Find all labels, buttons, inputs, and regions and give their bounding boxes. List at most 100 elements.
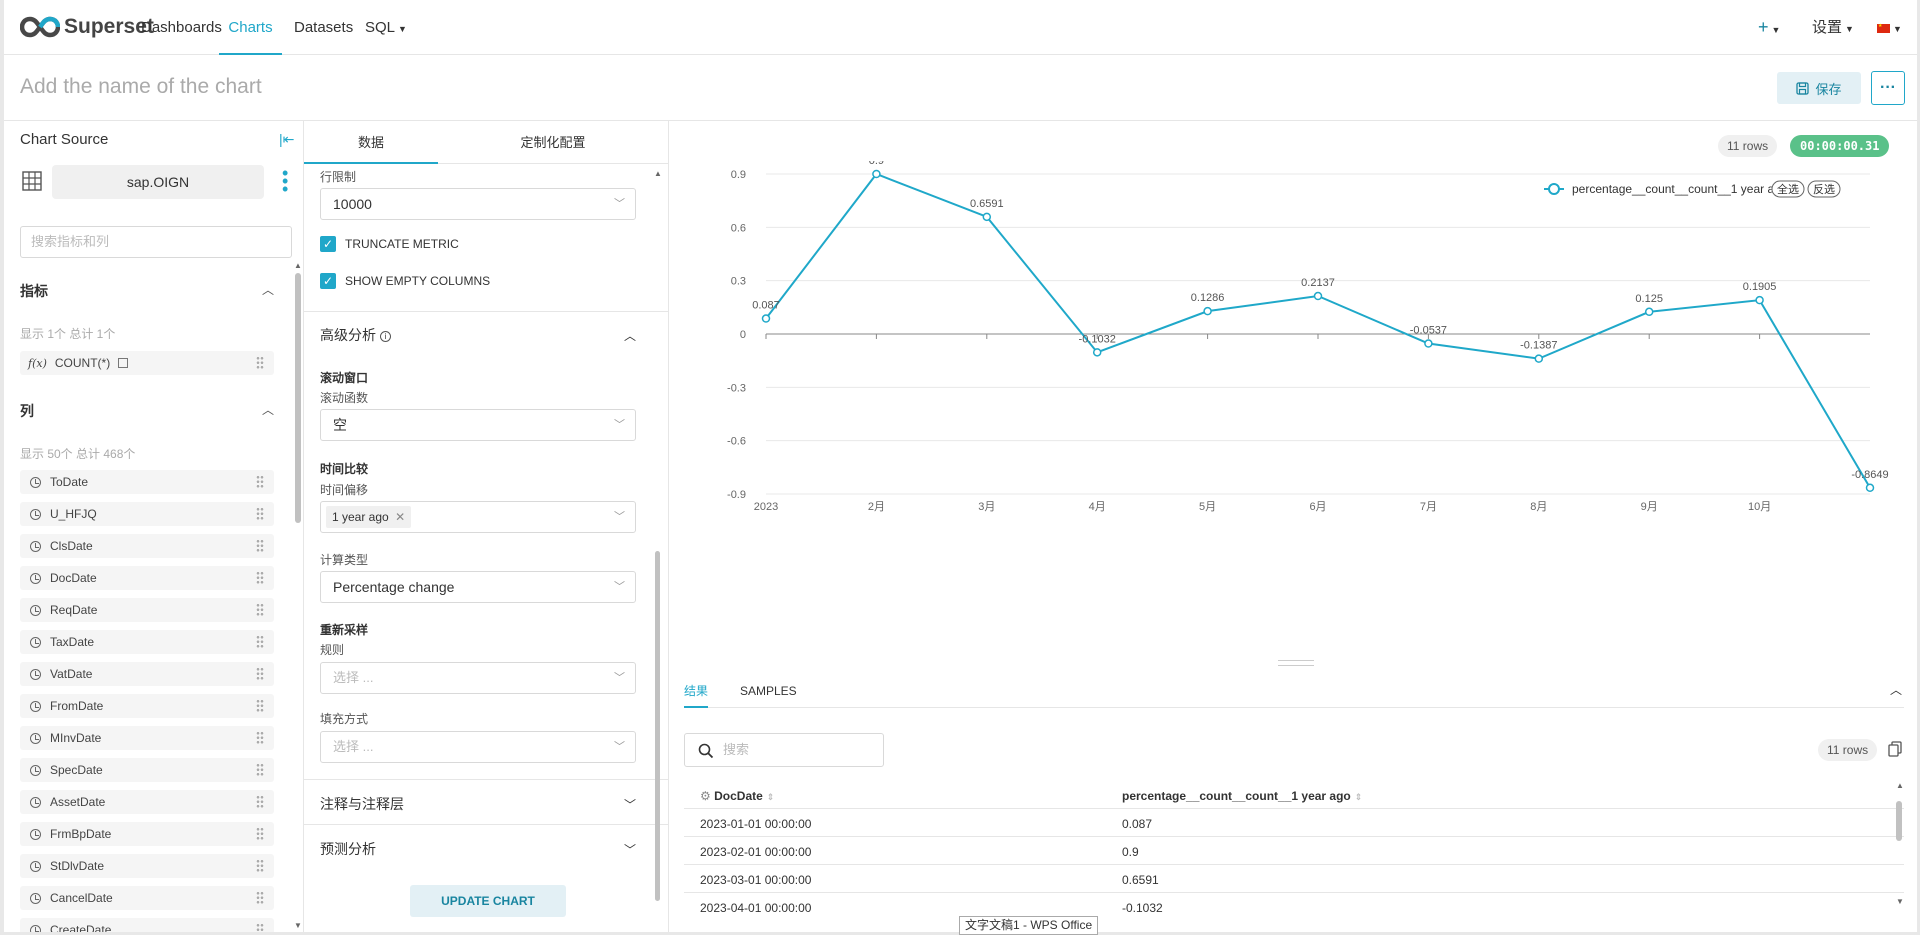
drag-handle-icon[interactable] — [256, 827, 264, 840]
column-item[interactable]: CreateDate — [20, 918, 274, 932]
chevron-up-icon[interactable]: ︿ — [624, 329, 637, 343]
more-options-button[interactable]: ··· — [1871, 71, 1905, 105]
drag-handle-icon[interactable] — [256, 891, 264, 904]
column-item[interactable]: MInvDate — [20, 726, 274, 750]
column-header-docdate[interactable]: ⚙ DocDate ⇕ — [700, 789, 774, 803]
scroll-down-arrow-icon[interactable]: ▼ — [1896, 897, 1904, 906]
dataset-menu-icon[interactable]: • • • — [282, 163, 289, 199]
drag-handle-icon[interactable] — [256, 539, 264, 552]
column-item[interactable]: DocDate — [20, 566, 274, 590]
column-item[interactable]: VatDate — [20, 662, 274, 686]
column-item[interactable]: StDlvDate — [20, 854, 274, 878]
nav-charts[interactable]: Charts — [219, 0, 282, 55]
settings-menu[interactable]: 设置 ▼ — [1812, 0, 1854, 55]
time-shift-select[interactable]: 1 year ago ✕ ﹀ — [320, 501, 636, 533]
rolling-function-select[interactable]: 空 ﹀ — [320, 409, 636, 441]
new-menu[interactable]: + ▼ — [1758, 0, 1780, 55]
search-metrics-columns-input[interactable]: 搜索指标和列 — [20, 226, 292, 258]
language-menu[interactable]: ★ ▼ — [1877, 0, 1902, 55]
scroll-up-arrow-icon[interactable]: ▲ — [294, 261, 302, 270]
drag-handle-icon[interactable] — [256, 635, 264, 648]
columns-section-header[interactable]: 列 — [20, 403, 34, 419]
column-item[interactable]: U_HFJQ — [20, 502, 274, 526]
sort-icon[interactable]: ⇕ — [1354, 792, 1363, 802]
metrics-section-header[interactable]: 指标 — [20, 283, 48, 299]
chevron-up-icon[interactable]: ︿ — [262, 403, 275, 417]
resize-handle[interactable] — [1278, 660, 1314, 666]
column-item[interactable]: TaxDate — [20, 630, 274, 654]
line-chart[interactable]: 0.9 0.6 0.3 0 -0.3 -0.6 -0.9 2023 2月 3月 4月 5月 6月 7月 8… — [670, 161, 1910, 661]
calculation-type-select[interactable]: Percentage change ﹀ — [320, 571, 636, 603]
drag-handle-icon[interactable] — [256, 731, 264, 744]
forecast-section-header[interactable]: 预测分析 — [320, 841, 376, 857]
x-axis: 2023 2月 3月 4月 5月 6月 7月 8月 9月 10月 — [754, 334, 1771, 513]
select-all-button[interactable] — [1771, 180, 1805, 198]
superset-logo[interactable]: Superset — [20, 12, 154, 42]
chevron-up-icon[interactable]: ︿ — [1890, 683, 1903, 697]
invert-selection-button[interactable] — [1807, 180, 1841, 198]
column-item[interactable]: ClsDate — [20, 534, 274, 558]
row-limit-select[interactable]: 10000 ﹀ — [320, 188, 636, 220]
results-scrollbar[interactable] — [1896, 801, 1902, 841]
chevron-down-icon: ﹀ — [614, 511, 625, 523]
column-item[interactable]: FrmBpDate — [20, 822, 274, 846]
fill-method-select[interactable]: 选择 ... ﹀ — [320, 731, 636, 763]
drag-handle-icon[interactable] — [256, 571, 264, 584]
drag-handle-icon[interactable] — [256, 603, 264, 616]
chevron-up-icon[interactable]: ︿ — [262, 283, 275, 297]
scroll-up-arrow-icon[interactable]: ▲ — [1896, 781, 1904, 790]
column-item[interactable]: AssetDate — [20, 790, 274, 814]
nav-sql[interactable]: SQL ▼ — [365, 0, 407, 55]
scroll-down-arrow-icon[interactable]: ▼ — [294, 921, 302, 930]
table-cell: 0.6591 — [1122, 873, 1159, 887]
drag-handle-icon[interactable] — [256, 667, 264, 680]
update-chart-button[interactable]: UPDATE CHART — [410, 885, 566, 917]
truncate-metric-checkbox[interactable]: ✓ TRUNCATE METRIC — [320, 236, 459, 252]
control-panel-scrollbar[interactable] — [655, 551, 660, 901]
scroll-up-arrow-icon[interactable]: ▲ — [654, 169, 662, 178]
left-panel-scrollbar[interactable] — [295, 273, 301, 523]
column-item[interactable]: CancelDate — [20, 886, 274, 910]
annotations-section-header[interactable]: 注释与注释层 — [320, 796, 404, 812]
drag-handle-icon[interactable] — [256, 699, 264, 712]
metric-item[interactable]: f(x) COUNT(*) — [20, 351, 274, 375]
chevron-down-icon[interactable]: ﹀ — [624, 843, 637, 857]
save-button[interactable]: 保存 — [1777, 72, 1861, 104]
tab-results[interactable]: 结果 — [684, 674, 709, 708]
drag-handle-icon[interactable] — [256, 859, 264, 872]
tab-samples[interactable]: SAMPLES — [740, 684, 797, 698]
column-item[interactable]: ToDate — [20, 470, 274, 494]
sort-icon[interactable]: ⇕ — [766, 792, 775, 802]
data-point — [761, 314, 771, 323]
nav-datasets[interactable]: Datasets — [294, 19, 354, 36]
drag-handle-icon[interactable] — [256, 507, 264, 520]
tab-data[interactable]: 数据 — [304, 121, 438, 164]
column-label: ReqDate — [50, 603, 98, 617]
drag-handle-icon[interactable] — [256, 356, 264, 369]
collapse-panel-icon[interactable]: |⇤ — [279, 131, 295, 147]
rule-select[interactable]: 选择 ... ﹀ — [320, 662, 636, 694]
drag-handle-icon[interactable] — [256, 475, 264, 488]
results-search-input[interactable]: 搜索 — [684, 733, 884, 767]
close-icon[interactable]: ✕ — [395, 510, 406, 524]
tab-customize[interactable]: 定制化配置 — [520, 135, 586, 150]
chart-name-input[interactable]: Add the name of the chart — [20, 75, 262, 98]
column-item[interactable]: FromDate — [20, 694, 274, 718]
column-item[interactable]: ReqDate — [20, 598, 274, 622]
drag-handle-icon[interactable] — [256, 763, 264, 776]
chevron-down-icon[interactable]: ﹀ — [624, 798, 637, 812]
table-cell: -0.1032 — [1122, 901, 1163, 915]
copy-icon[interactable] — [1888, 741, 1902, 757]
data-point — [1865, 483, 1875, 493]
chevron-down-icon: ﹀ — [614, 581, 625, 593]
column-item[interactable]: SpecDate — [20, 758, 274, 782]
drag-handle-icon[interactable] — [256, 923, 264, 932]
nav-dashboards[interactable]: Dashboards — [141, 19, 222, 36]
advanced-analytics-header[interactable]: 高级分析 i — [320, 325, 391, 345]
dataset-name[interactable]: sap.OIGN — [52, 165, 264, 199]
drag-handle-icon[interactable] — [256, 795, 264, 808]
info-icon[interactable]: i — [379, 330, 391, 342]
x-tick-label: 9月 — [1641, 501, 1658, 513]
column-header-value[interactable]: percentage__count__count__1 year ago ⇕ — [1122, 789, 1362, 803]
show-empty-columns-checkbox[interactable]: ✓ SHOW EMPTY COLUMNS — [320, 273, 490, 289]
